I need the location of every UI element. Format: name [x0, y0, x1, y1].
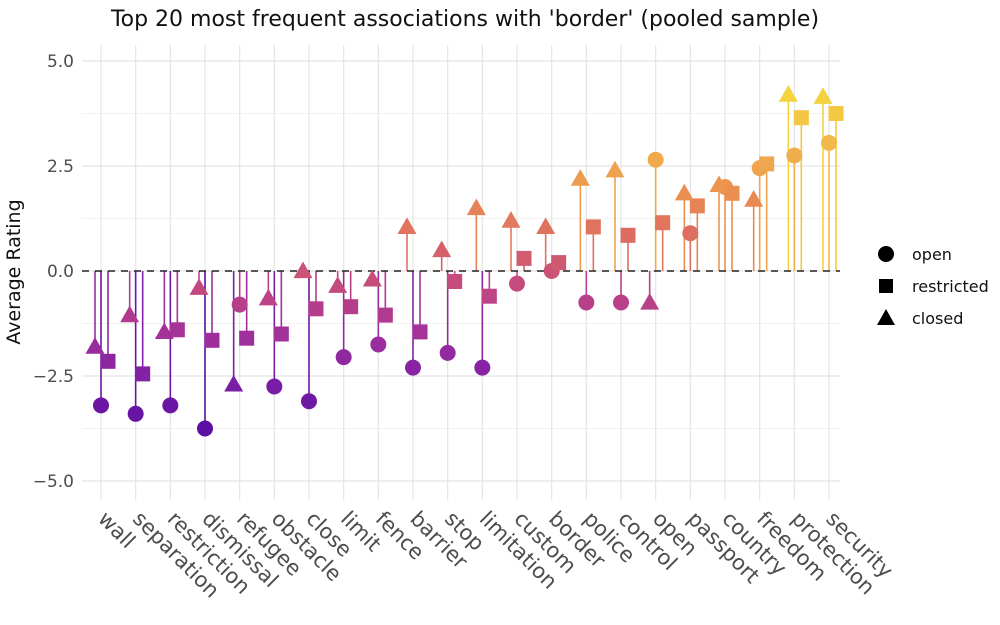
y-tick-label: 5.0 — [47, 52, 74, 72]
legend-marker-open — [878, 246, 894, 262]
marker-restricted-refugee — [239, 330, 255, 346]
marker-closed-passport — [674, 183, 694, 201]
marker-restricted-country — [724, 185, 740, 201]
marker-restricted-dismissal — [204, 332, 220, 348]
markers — [85, 85, 844, 437]
marker-closed-protection — [778, 85, 798, 102]
chart-title: Top 20 most frequent associations with '… — [110, 7, 819, 32]
y-tick-label: 2.5 — [47, 157, 74, 177]
legend-label-open: open — [912, 245, 952, 264]
marker-closed-security — [813, 87, 833, 104]
marker-open-restriction — [162, 397, 179, 414]
marker-restricted-border — [551, 255, 567, 271]
marker-closed-separation — [120, 305, 140, 323]
marker-restricted-passport — [689, 198, 705, 214]
marker-open-custom — [509, 275, 525, 292]
marker-restricted-limit — [343, 299, 359, 315]
marker-restricted-obstacle — [273, 326, 289, 342]
marker-restricted-custom — [516, 250, 532, 266]
marker-open-obstacle — [266, 378, 283, 395]
marker-open-protection — [786, 147, 803, 164]
marker-closed-custom — [501, 211, 521, 228]
y-tick-label: −2.5 — [33, 367, 74, 387]
marker-open-open — [647, 151, 664, 168]
marker-open-wall — [93, 397, 109, 414]
x-tick-label: wall — [93, 507, 139, 553]
marker-restricted-close — [308, 301, 324, 317]
marker-closed-obstacle — [258, 288, 278, 306]
marker-open-refugee — [231, 296, 248, 313]
marker-closed-close — [293, 261, 313, 279]
marker-closed-barrier — [397, 217, 417, 235]
marker-open-control — [613, 294, 629, 311]
y-tick-label: 0.0 — [47, 262, 74, 282]
y-axis-label: Average Rating — [3, 199, 25, 344]
marker-open-passport — [682, 225, 699, 242]
legend: open restricted closed — [877, 245, 989, 328]
marker-open-police — [578, 294, 595, 311]
marker-closed-stop — [432, 240, 452, 258]
marker-closed-country — [709, 175, 729, 193]
marker-closed-restriction — [154, 322, 174, 340]
marker-open-fence — [370, 336, 387, 353]
marker-closed-limit — [328, 276, 348, 293]
marker-open-barrier — [405, 359, 421, 376]
marker-closed-dismissal — [189, 278, 209, 295]
stems — [94, 94, 837, 429]
y-tick-label: −5.0 — [33, 472, 74, 492]
marker-restricted-fence — [377, 307, 393, 323]
marker-closed-wall — [85, 337, 105, 354]
marker-open-stop — [439, 344, 456, 361]
marker-open-close — [301, 393, 317, 410]
marker-closed-control — [605, 160, 625, 178]
x-axis-ticks: wallseparationrestrictiondismissalrefuge… — [93, 507, 897, 603]
marker-restricted-separation — [135, 366, 151, 382]
marker-restricted-wall — [100, 353, 116, 369]
marker-restricted-limitation — [481, 288, 497, 304]
grid — [82, 45, 840, 500]
marker-closed-refugee — [224, 374, 244, 392]
marker-restricted-protection — [793, 110, 809, 126]
marker-restricted-stop — [447, 274, 463, 289]
marker-closed-open — [640, 293, 660, 310]
legend-marker-restricted — [879, 279, 893, 293]
marker-open-limitation — [474, 359, 491, 376]
marker-closed-police — [570, 169, 590, 186]
marker-open-dismissal — [197, 420, 213, 437]
legend-label-restricted: restricted — [912, 277, 989, 296]
marker-restricted-security — [828, 106, 844, 121]
marker-open-limit — [335, 349, 352, 366]
marker-restricted-open — [655, 215, 671, 231]
marker-open-security — [821, 134, 837, 151]
marker-closed-border — [536, 217, 556, 235]
legend-label-closed: closed — [912, 309, 963, 328]
marker-restricted-control — [620, 227, 636, 243]
marker-restricted-restriction — [169, 322, 185, 338]
marker-restricted-police — [585, 219, 601, 235]
marker-closed-freedom — [744, 190, 764, 207]
marker-restricted-barrier — [412, 324, 428, 340]
y-axis-ticks: 5.0 2.5 0.0 −2.5 −5.0 — [33, 52, 74, 492]
marker-open-separation — [127, 405, 144, 422]
legend-marker-closed — [877, 309, 895, 325]
marker-restricted-freedom — [759, 156, 775, 172]
marker-closed-fence — [362, 269, 382, 287]
marker-closed-limitation — [466, 198, 486, 216]
